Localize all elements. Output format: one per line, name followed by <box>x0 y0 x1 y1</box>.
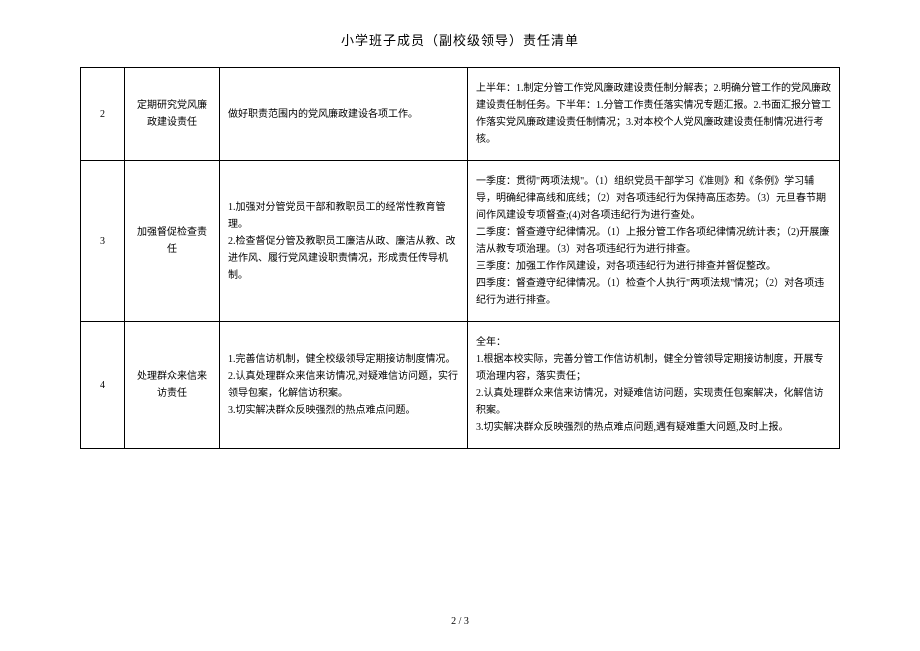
table-row: 3 加强督促检查责任 1.加强对分管党员干部和教职员工的经常性教育管理。2.检查… <box>81 161 840 322</box>
row-duty: 做好职责范围内的党风廉政建设各项工作。 <box>220 68 468 161</box>
row-duty: 1.加强对分管党员干部和教职员工的经常性教育管理。2.检查督促分管及教职员工廉洁… <box>220 161 468 322</box>
responsibility-table: 2 定期研究党风廉政建设责任 做好职责范围内的党风廉政建设各项工作。 上半年：1… <box>80 67 840 449</box>
row-label: 加强督促检查责任 <box>125 161 220 322</box>
row-number: 3 <box>81 161 125 322</box>
row-detail: 上半年：1.制定分管工作党风廉政建设责任制分解表；2.明确分管工作的党风廉政建设… <box>468 68 840 161</box>
row-duty: 1.完善信访机制，健全校级领导定期接访制度情况。2.认真处理群众来信来访情况,对… <box>220 322 468 449</box>
row-number: 4 <box>81 322 125 449</box>
row-label: 定期研究党风廉政建设责任 <box>125 68 220 161</box>
row-detail: 全年：1.根据本校实际，完善分管工作信访机制，健全分管领导定期接访制度，开展专项… <box>468 322 840 449</box>
page-title: 小学班子成员（副校级领导）责任清单 <box>80 30 840 49</box>
row-detail: 一季度：贯彻"两项法规"。（1）组织党员干部学习《准则》和《条例》学习辅导，明确… <box>468 161 840 322</box>
table-row: 4 处理群众来信来访责任 1.完善信访机制，健全校级领导定期接访制度情况。2.认… <box>81 322 840 449</box>
page-footer: 2 / 3 <box>0 616 920 627</box>
row-number: 2 <box>81 68 125 161</box>
row-label: 处理群众来信来访责任 <box>125 322 220 449</box>
table-row: 2 定期研究党风廉政建设责任 做好职责范围内的党风廉政建设各项工作。 上半年：1… <box>81 68 840 161</box>
